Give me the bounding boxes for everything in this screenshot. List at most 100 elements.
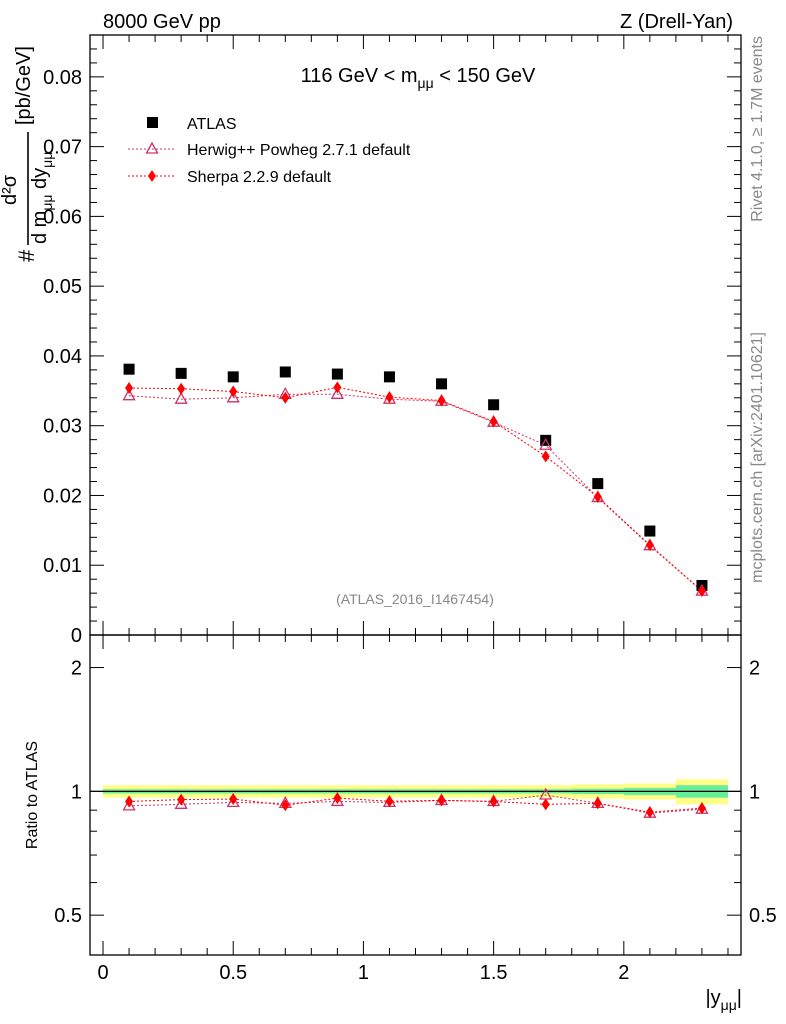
- main-line-herwig: [129, 393, 703, 592]
- sherpa-point: [541, 450, 550, 463]
- ratio-herwig-point: [226, 795, 240, 808]
- atlas-point: [488, 399, 500, 411]
- ratio-ylabel: Ratio to ATLAS: [24, 741, 41, 849]
- main-panel: 0 0.01 0.02 0.03 0.04 0.05 0.06 0.07 0.08 116 Ge…: [0, 34, 742, 647]
- ratio-ytick-labels: 0.5 0.5 1 1 2 2: [54, 658, 777, 928]
- ylabel-den: d mμμ dyμμ: [29, 152, 55, 244]
- main-ylabel: # d²σ d mμμ dyμμ [pb/GeV]: [0, 46, 55, 262]
- atlas-point: [279, 366, 291, 378]
- sherpa-point: [125, 382, 134, 395]
- xlabel-end: |: [737, 987, 742, 1009]
- ylabel-den2-sub: μμ: [39, 152, 55, 168]
- xtick-label: 1.5: [480, 962, 508, 984]
- ratio-sherpa-point: [281, 799, 290, 812]
- sherpa-point: [281, 391, 290, 404]
- ylabel-den2: dy: [29, 168, 51, 195]
- atlas-point: [175, 367, 187, 379]
- xlabel-sub: μμ: [721, 997, 737, 1013]
- ylabel-den-sub: μμ: [39, 195, 55, 211]
- atlas-point: [436, 378, 448, 390]
- plot-title: 116 GeV < mμμ < 150 GeV: [301, 65, 536, 91]
- main-ytick-labels: 0 0.01 0.02 0.03 0.04 0.05 0.06 0.07 0.08: [43, 67, 82, 647]
- title-sub: μμ: [418, 75, 434, 91]
- ratio-sherpa-point: [489, 795, 498, 808]
- ratio-panel: 0.5 0.5 1 1 2 2 0 0.5 1 1.5 2 Ratio to ATLAS |yμμ…: [24, 634, 777, 1013]
- header-right: Z (Drell-Yan): [620, 11, 733, 33]
- main-ytick-label: 0.08: [43, 67, 82, 89]
- ratio-ytick-label: 2: [71, 658, 82, 680]
- ratio-sherpa-point: [125, 795, 134, 808]
- herwig-point: [122, 388, 136, 401]
- ratio-data: [122, 787, 709, 819]
- ylabel-unit: [pb/GeV]: [13, 46, 35, 125]
- atlas-point: [644, 525, 656, 537]
- atlas-point: [383, 371, 395, 383]
- sherpa-point: [593, 490, 602, 503]
- legend-herwig-marker: [145, 141, 159, 154]
- title-post: < 150 GeV: [434, 65, 536, 87]
- main-ytick-label: 0: [71, 625, 82, 647]
- ratio-sherpa-point: [229, 793, 238, 806]
- ratio-ytick-label: 1: [71, 781, 82, 803]
- legend-sherpa-marker: [148, 170, 156, 182]
- title-pre: 116 GeV < m: [301, 65, 418, 87]
- sherpa-point: [437, 394, 446, 407]
- legend-herwig-label: Herwig++ Powheg 2.7.1 default: [187, 142, 411, 159]
- main-ticks: [90, 35, 741, 636]
- ratio-ticks: [90, 635, 741, 955]
- herwig-point: [226, 390, 240, 403]
- ylabel-den-main: d m: [29, 211, 51, 244]
- xtick-label: 2: [618, 962, 629, 984]
- main-data: [122, 363, 709, 598]
- legend: ATLAS Herwig++ Powheg 2.7.1 default Sher…: [128, 116, 411, 186]
- atlas-point: [227, 371, 239, 383]
- ratio-ytick-label-right: 0.5: [749, 905, 777, 927]
- main-ytick-label: 0.02: [43, 485, 82, 507]
- main-ytick-label: 0.03: [43, 416, 82, 438]
- atlas-point: [331, 368, 343, 380]
- main-ytick-label: 0.07: [43, 137, 82, 159]
- ratio-sherpa-point: [333, 792, 342, 805]
- herwig-point: [539, 437, 553, 450]
- analysis-watermark: (ATLAS_2016_I1467454): [336, 591, 494, 607]
- ylabel-hash: #: [14, 249, 39, 262]
- ratio-ytick-label-right: 2: [749, 658, 760, 680]
- main-ytick-label: 0.04: [43, 346, 82, 368]
- herwig-point: [330, 386, 344, 399]
- legend-atlas-label: ATLAS: [187, 116, 237, 133]
- ratio-sherpa-point: [541, 798, 550, 811]
- main-ytick-label: 0.01: [43, 555, 82, 577]
- atlas-point: [592, 478, 604, 490]
- ratio-sherpa-point: [385, 795, 394, 808]
- xlabel-main: |y: [705, 987, 720, 1009]
- sherpa-point: [385, 391, 394, 404]
- xaxis-label: |yμμ|: [705, 987, 742, 1013]
- main-ytick-label: 0.05: [43, 276, 82, 298]
- xtick-label: 0.5: [219, 962, 247, 984]
- xtick-label: 0: [97, 962, 108, 984]
- sherpa-point: [229, 385, 238, 398]
- ratio-sherpa-point: [697, 802, 706, 815]
- sherpa-point: [697, 585, 706, 598]
- main-line-sherpa: [129, 386, 703, 592]
- sherpa-point: [333, 381, 342, 394]
- legend-atlas-marker: [147, 117, 158, 128]
- ratio-sherpa-point: [177, 793, 186, 806]
- ratio-herwig-point: [330, 794, 344, 807]
- xtick-label: 1: [358, 962, 369, 984]
- ratio-ytick-label: 0.5: [54, 905, 82, 927]
- mcplots-label: mcplots.cern.ch [arXiv:2401.10621]: [749, 332, 766, 583]
- xtick-labels: 0 0.5 1 1.5 2: [97, 962, 629, 984]
- sherpa-point: [177, 382, 186, 395]
- ratio-herwig-point: [122, 798, 136, 811]
- ratio-line-sherpa: [129, 797, 702, 813]
- ylabel-num: d²σ: [0, 174, 21, 205]
- ratio-sherpa-point: [437, 794, 446, 807]
- legend-sherpa-label: Sherpa 2.2.9 default: [187, 169, 332, 186]
- ratio-sherpa-point: [645, 806, 654, 819]
- sherpa-point: [645, 539, 654, 551]
- ratio-herwig-point: [174, 796, 188, 809]
- herwig-point: [174, 391, 188, 404]
- ratio-sherpa-point: [593, 797, 602, 810]
